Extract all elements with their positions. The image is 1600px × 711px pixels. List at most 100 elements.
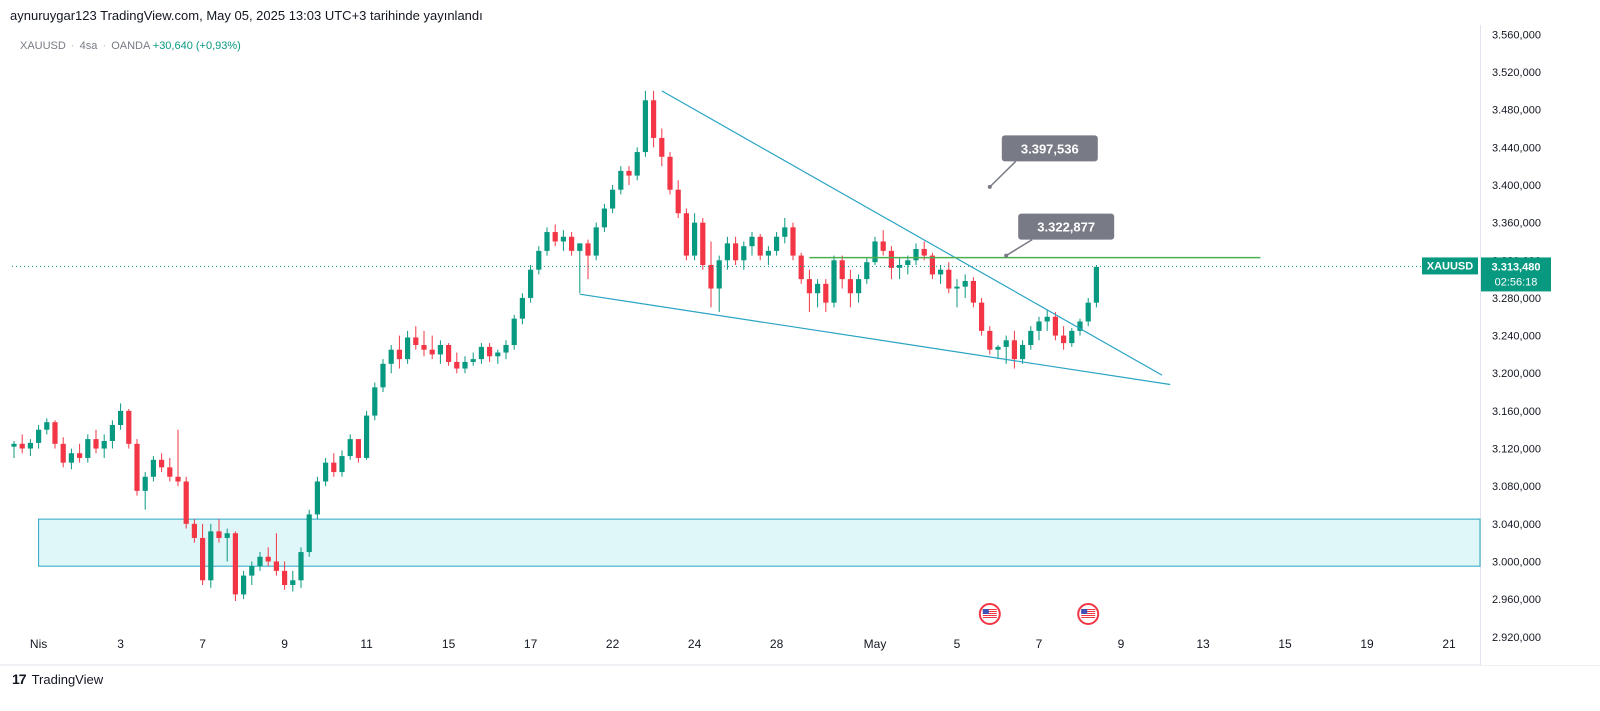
candle[interactable] [257,552,263,571]
candle[interactable] [77,443,83,463]
candle[interactable] [946,262,952,294]
candle[interactable] [68,448,74,470]
candle[interactable] [733,236,739,265]
candle[interactable] [1061,326,1067,350]
candle[interactable] [1036,316,1042,341]
candle[interactable] [454,352,460,374]
candle[interactable] [577,243,583,294]
candle[interactable] [405,330,411,364]
current-price-label[interactable]: XAUUSD 3.313,480 02:56:18 [1422,257,1551,292]
candle[interactable] [216,519,222,543]
candle[interactable] [979,297,985,336]
candle[interactable] [282,561,288,590]
candle[interactable] [1085,297,1091,327]
candle[interactable] [339,450,345,477]
candle[interactable] [601,203,607,233]
candle[interactable] [27,439,33,457]
candle[interactable] [232,531,238,601]
candle[interactable] [503,340,509,360]
candle[interactable] [659,128,665,167]
price-callout[interactable]: 3.322,877 [1004,213,1115,258]
candle[interactable] [511,314,517,350]
candle[interactable] [200,523,206,585]
candle[interactable] [150,456,156,482]
candle[interactable] [208,523,214,588]
candle[interactable] [429,335,435,360]
support-zone[interactable] [38,518,1481,567]
price-axis-bg[interactable] [1481,25,1600,665]
candle[interactable] [880,230,886,256]
candle[interactable] [815,279,821,308]
candle[interactable] [831,255,837,308]
candle[interactable] [1069,328,1075,347]
candle[interactable] [487,343,493,362]
candle[interactable] [782,217,788,244]
candle[interactable] [888,246,894,280]
candle[interactable] [593,222,599,261]
candle[interactable] [847,269,853,308]
candle[interactable] [897,258,903,280]
candle[interactable] [413,326,419,350]
candle[interactable] [60,437,66,468]
candle[interactable] [1028,326,1034,350]
candle[interactable] [388,345,394,374]
candle[interactable] [224,528,230,562]
candle[interactable] [314,476,320,520]
candle[interactable] [478,343,484,364]
candle[interactable] [306,509,312,557]
candle[interactable] [142,472,148,510]
candle[interactable] [765,246,771,265]
candle[interactable] [355,439,361,463]
candle[interactable] [651,90,657,148]
candle[interactable] [724,236,730,270]
candle[interactable] [52,420,58,449]
candle[interactable] [1020,340,1026,364]
tradingview-logo[interactable]: 17 TradingView [12,671,103,687]
candle[interactable] [19,434,25,454]
candle[interactable] [364,410,370,460]
candle[interactable] [708,241,714,308]
candle[interactable] [749,232,755,256]
symbol-name[interactable]: XAUUSD [20,40,66,52]
candle[interactable] [134,439,140,496]
candle[interactable] [954,279,960,308]
candle[interactable] [495,349,501,364]
candle[interactable] [626,166,632,185]
candle[interactable] [183,476,189,529]
candle[interactable] [642,90,648,157]
candle[interactable] [798,252,804,284]
candle[interactable] [159,453,165,473]
candle[interactable] [175,429,181,487]
upper-trendline[interactable] [661,90,1163,376]
candle[interactable] [610,185,616,214]
candle[interactable] [1044,309,1050,331]
candle[interactable] [560,230,566,251]
us-flag-icon[interactable] [1077,603,1100,625]
candle[interactable] [618,166,624,195]
candle[interactable] [667,152,673,195]
candle[interactable] [191,519,197,543]
candle[interactable] [757,233,763,261]
candle[interactable] [585,239,591,280]
candle[interactable] [519,293,525,325]
candle[interactable] [839,255,845,289]
candle[interactable] [864,258,870,284]
candle[interactable] [462,356,468,374]
candle[interactable] [446,343,452,366]
candle[interactable] [44,418,50,435]
candle[interactable] [273,533,279,576]
candle[interactable] [11,441,17,458]
candle[interactable] [265,547,271,567]
candle[interactable] [872,236,878,265]
candle[interactable] [774,232,780,256]
candle[interactable] [700,217,706,270]
candle[interactable] [347,434,353,460]
candle[interactable] [790,222,796,261]
price-callout[interactable]: 3.397,536 [987,135,1098,189]
candle[interactable] [536,246,542,275]
candle[interactable] [101,434,107,458]
lower-trendline[interactable] [579,293,1171,386]
candle[interactable] [331,453,337,477]
candle[interactable] [675,180,681,218]
